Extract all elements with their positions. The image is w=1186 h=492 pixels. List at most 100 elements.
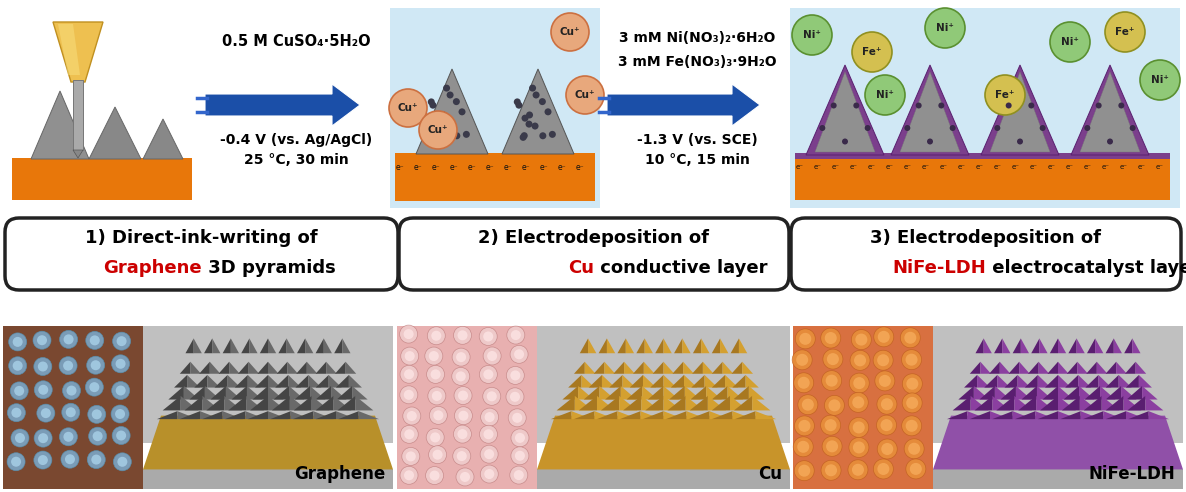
Circle shape (906, 459, 926, 479)
Polygon shape (250, 396, 268, 410)
Circle shape (458, 330, 467, 340)
Circle shape (484, 449, 495, 459)
Circle shape (484, 369, 493, 379)
Circle shape (111, 405, 129, 423)
FancyBboxPatch shape (4, 326, 144, 489)
Circle shape (850, 350, 871, 370)
Circle shape (453, 326, 472, 344)
Polygon shape (58, 24, 79, 75)
Polygon shape (642, 396, 659, 410)
Circle shape (400, 425, 419, 443)
Circle shape (906, 378, 918, 390)
Circle shape (1107, 139, 1112, 145)
Polygon shape (223, 338, 231, 353)
Circle shape (527, 112, 533, 119)
Circle shape (453, 98, 460, 105)
Polygon shape (732, 375, 746, 388)
Circle shape (865, 75, 905, 115)
Polygon shape (205, 386, 221, 400)
Circle shape (59, 357, 77, 375)
Polygon shape (1061, 396, 1079, 410)
Polygon shape (1013, 411, 1033, 419)
Circle shape (426, 429, 445, 446)
Text: e⁻: e⁻ (1048, 164, 1056, 170)
Circle shape (64, 335, 74, 344)
Polygon shape (618, 338, 626, 353)
Polygon shape (605, 386, 620, 400)
Circle shape (510, 370, 521, 380)
Circle shape (853, 441, 865, 454)
Polygon shape (578, 386, 594, 400)
Circle shape (116, 336, 127, 346)
Polygon shape (975, 396, 993, 410)
Circle shape (823, 349, 843, 369)
Polygon shape (644, 362, 655, 374)
Circle shape (797, 441, 809, 453)
Circle shape (855, 334, 867, 345)
Circle shape (798, 395, 818, 415)
Circle shape (873, 459, 893, 479)
Polygon shape (1079, 386, 1095, 400)
Circle shape (479, 366, 497, 383)
Polygon shape (144, 416, 393, 469)
Circle shape (63, 382, 81, 400)
Text: e⁻: e⁻ (850, 164, 857, 170)
Polygon shape (180, 396, 198, 410)
Polygon shape (228, 396, 247, 410)
Circle shape (453, 132, 460, 139)
Polygon shape (1013, 338, 1021, 353)
Polygon shape (733, 386, 748, 400)
Text: Cu⁺: Cu⁺ (428, 125, 448, 135)
Circle shape (865, 125, 871, 131)
Polygon shape (174, 375, 187, 388)
Polygon shape (970, 396, 989, 410)
Polygon shape (1032, 338, 1039, 353)
Circle shape (514, 470, 524, 480)
Circle shape (906, 420, 918, 432)
Text: Ni⁺: Ni⁺ (1061, 37, 1079, 47)
Polygon shape (1121, 386, 1136, 400)
Circle shape (880, 419, 893, 431)
Polygon shape (995, 386, 1010, 400)
Circle shape (403, 390, 414, 400)
Circle shape (400, 466, 417, 484)
Polygon shape (1019, 362, 1029, 374)
Polygon shape (416, 69, 487, 154)
Circle shape (876, 394, 897, 414)
Polygon shape (238, 362, 249, 374)
Polygon shape (305, 338, 313, 353)
Circle shape (878, 439, 898, 459)
Polygon shape (1077, 338, 1085, 353)
Circle shape (406, 451, 416, 461)
Circle shape (463, 131, 470, 138)
Circle shape (510, 466, 528, 484)
Polygon shape (345, 362, 356, 374)
Circle shape (459, 108, 466, 115)
Polygon shape (624, 362, 635, 374)
Circle shape (825, 464, 837, 476)
Circle shape (514, 349, 524, 359)
Text: e⁻: e⁻ (1084, 164, 1092, 170)
Polygon shape (1088, 338, 1095, 353)
Circle shape (903, 393, 923, 413)
Polygon shape (200, 411, 221, 419)
Circle shape (848, 392, 868, 412)
Polygon shape (1105, 338, 1114, 353)
Polygon shape (691, 375, 704, 388)
Text: e⁻: e⁻ (575, 162, 585, 172)
Polygon shape (268, 411, 288, 419)
Circle shape (429, 351, 439, 361)
Text: Cu⁺: Cu⁺ (560, 27, 580, 37)
Polygon shape (690, 386, 706, 400)
Polygon shape (556, 396, 575, 410)
Polygon shape (1136, 362, 1146, 374)
Circle shape (854, 354, 866, 367)
Text: e⁻: e⁻ (1066, 164, 1075, 170)
Polygon shape (1085, 375, 1098, 388)
Circle shape (455, 371, 466, 381)
Polygon shape (977, 375, 990, 388)
Polygon shape (157, 411, 178, 419)
Polygon shape (1084, 386, 1101, 400)
Polygon shape (289, 396, 308, 410)
Polygon shape (1080, 411, 1101, 419)
